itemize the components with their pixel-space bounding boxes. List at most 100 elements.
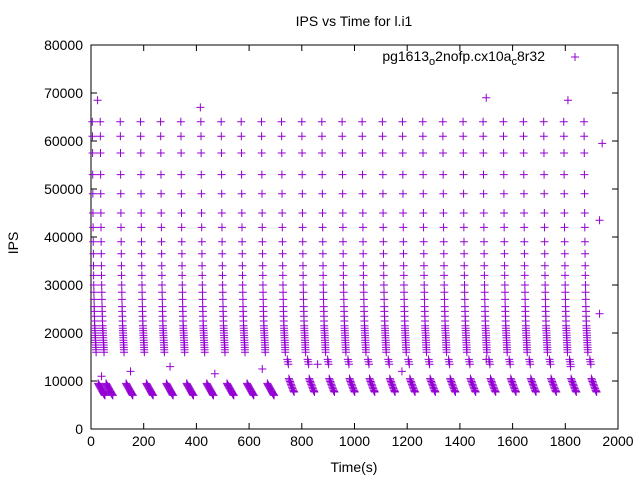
data-point xyxy=(364,360,373,369)
data-point xyxy=(519,149,528,157)
data-point xyxy=(297,132,306,141)
data-point xyxy=(198,261,207,270)
data-point xyxy=(126,367,135,376)
data-point xyxy=(540,189,549,198)
data-point xyxy=(503,348,512,357)
data-point xyxy=(116,170,125,179)
data-point xyxy=(439,249,448,258)
data-point xyxy=(523,348,532,357)
legend-part: 8r32 xyxy=(517,48,545,64)
data-point xyxy=(519,189,528,198)
data-point xyxy=(440,281,449,289)
data-point xyxy=(490,386,499,395)
data-point xyxy=(178,288,187,297)
data-point xyxy=(117,249,126,258)
data-point xyxy=(137,209,146,217)
data-point xyxy=(218,237,227,246)
data-point xyxy=(329,387,338,396)
data-point xyxy=(228,389,237,398)
data-point xyxy=(338,209,347,217)
data-point xyxy=(391,388,400,397)
data-point xyxy=(359,271,368,280)
data-point xyxy=(419,249,428,258)
data-point xyxy=(480,281,489,289)
x-tick-label: 0 xyxy=(87,433,95,449)
data-point xyxy=(531,387,540,396)
legend-marker xyxy=(571,53,579,61)
data-point xyxy=(459,117,468,126)
data-point xyxy=(580,189,589,198)
data-point xyxy=(450,387,459,396)
data-point xyxy=(520,271,529,280)
data-point xyxy=(479,223,488,232)
data-point xyxy=(410,386,419,395)
data-point xyxy=(89,249,98,258)
data-point xyxy=(117,288,126,297)
x-tick-label: 200 xyxy=(132,433,156,449)
data-point xyxy=(350,388,359,397)
data-point xyxy=(580,117,589,126)
data-point xyxy=(258,261,267,270)
data-point xyxy=(358,209,367,217)
data-point xyxy=(257,149,266,157)
data-point xyxy=(560,237,569,246)
data-point xyxy=(128,391,137,400)
data-point xyxy=(137,261,146,270)
data-point xyxy=(339,295,348,304)
data-point xyxy=(200,348,209,357)
data-point xyxy=(117,261,126,270)
data-point xyxy=(301,348,310,357)
data-point xyxy=(580,170,589,179)
data-point xyxy=(237,132,246,141)
legend-subscript: o xyxy=(429,56,435,68)
data-point xyxy=(237,149,246,157)
data-point xyxy=(369,386,378,395)
data-point xyxy=(218,249,227,258)
data-point xyxy=(319,295,328,304)
data-point xyxy=(257,132,266,141)
data-point xyxy=(237,189,246,198)
data-point xyxy=(540,223,549,232)
data-point xyxy=(563,348,572,357)
data-point xyxy=(258,365,267,373)
data-point xyxy=(116,117,125,126)
data-point xyxy=(178,295,187,304)
data-point xyxy=(196,117,205,126)
data-point xyxy=(290,388,299,397)
data-point xyxy=(238,237,247,246)
data-point xyxy=(379,261,388,270)
data-point xyxy=(298,223,307,232)
data-point xyxy=(278,189,287,198)
data-point xyxy=(99,389,108,398)
data-point xyxy=(480,237,489,246)
data-point xyxy=(218,271,227,280)
data-point xyxy=(196,103,205,112)
data-point xyxy=(270,391,279,400)
data-point xyxy=(520,209,529,217)
data-point xyxy=(156,117,165,126)
data-point xyxy=(318,170,327,179)
data-point xyxy=(541,281,550,289)
data-point xyxy=(89,271,98,280)
data-point xyxy=(339,261,348,270)
data-point xyxy=(479,149,488,157)
data-point xyxy=(382,348,391,357)
y-tick-label: 0 xyxy=(75,421,83,437)
data-point xyxy=(358,223,367,232)
data-point xyxy=(552,388,561,397)
data-point xyxy=(258,281,267,289)
data-point xyxy=(430,386,439,395)
x-tick-label: 1400 xyxy=(444,433,475,449)
data-point xyxy=(583,348,592,357)
data-point xyxy=(89,281,98,289)
data-point xyxy=(88,170,97,179)
data-point xyxy=(370,388,379,397)
data-point xyxy=(166,362,175,371)
data-point xyxy=(560,261,569,270)
data-point xyxy=(277,149,286,157)
data-point xyxy=(279,295,288,304)
data-point xyxy=(361,348,370,357)
data-point xyxy=(319,271,328,280)
data-point xyxy=(318,249,327,258)
